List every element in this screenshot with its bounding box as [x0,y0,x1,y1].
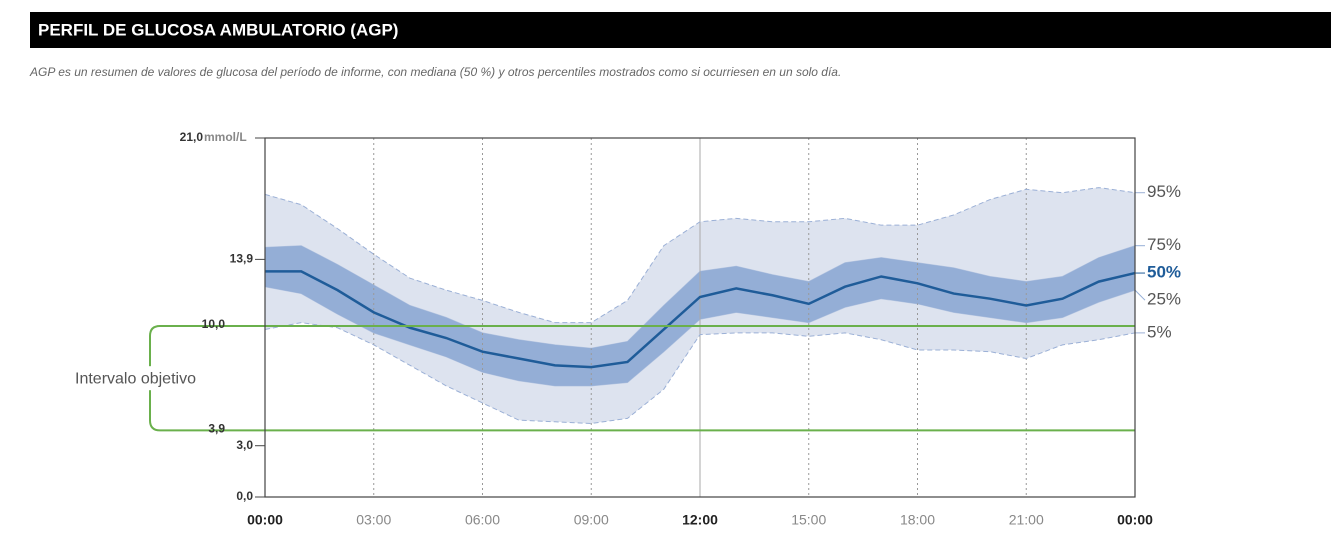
header-bar [30,12,1331,48]
target-label: 10,0 [202,317,226,331]
y-tick-label: 0,0 [236,489,253,503]
median-line [265,270,1136,369]
x-tick-label: 18:00 [900,512,935,528]
y-unit: mmol/L [204,130,247,144]
y-tick-label: 3,0 [236,438,253,452]
x-tick-label: 21:00 [1009,512,1044,528]
series-label: 5% [1147,322,1172,341]
series-label: 50% [1147,263,1181,282]
chart-title: PERFIL DE GLUCOSA AMBULATORIO (AGP) [38,20,398,39]
target-label: 3,9 [208,422,225,436]
plot-frame [264,137,1136,498]
target-range-label: Intervalo objetivo [75,370,196,387]
x-tick-label: 06:00 [465,512,500,528]
x-tick-label: 09:00 [574,512,609,528]
x-tick-label: 03:00 [356,512,391,528]
percentile-line [264,245,1136,349]
y-tick-label: 21,0 [180,130,204,144]
x-tick-label: 15:00 [791,512,826,528]
label-tick [1134,289,1146,301]
percentile-line [264,286,1136,387]
bracket-gap [70,366,230,391]
x-tick-label: 00:00 [247,512,283,528]
percentile-line [264,187,1136,324]
x-tick-label: 12:00 [682,512,718,528]
x-tick-label: 00:00 [1117,512,1153,528]
chart-subtitle: AGP es un resumen de valores de glucosa … [29,65,841,79]
series-label: 25% [1147,290,1181,309]
y-tick-label: 13,9 [230,252,254,266]
series-label: 95% [1147,182,1181,201]
percentile-line [264,322,1136,424]
series-label: 75% [1147,235,1181,254]
